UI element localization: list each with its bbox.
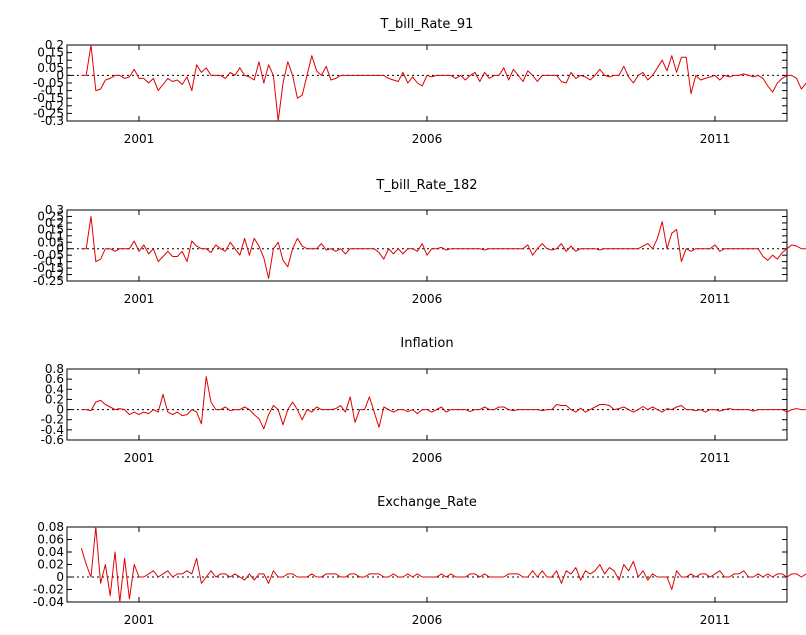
chart-title: T_bill_Rate_91 [380,17,474,32]
plot-frame [66,44,788,122]
y-tick-label: 0.1 [45,229,64,243]
y-tick-label: 0 [56,570,64,584]
y-tick-label: -0.25 [33,106,64,120]
plot-frame [66,526,788,603]
y-tick-label: 0.2 [45,38,64,52]
chart-panel-2: T_bill_Rate_1820.30.250.20.150.10.050-0.… [33,178,806,306]
x-tick-label: 2011 [700,292,731,306]
y-tick-label: 0.1 [45,53,64,67]
y-tick-label: 0.2 [45,216,64,230]
y-tick-label: -0.04 [33,595,64,609]
y-tick-label: 0.08 [37,520,64,534]
y-tick-label: 0 [56,403,64,417]
y-tick-label: 0.06 [37,533,64,547]
y-tick-label: 0.3 [45,203,64,217]
y-tick-label: 0.02 [37,558,64,572]
chart-title: T_bill_Rate_182 [375,178,477,193]
y-tick-label: -0.6 [41,433,64,447]
y-tick-label: 0.2 [45,392,64,406]
y-tick-label: -0.4 [41,423,64,437]
y-tick-label: -0.2 [41,268,64,282]
x-tick-label: 2001 [124,451,155,465]
y-tick-label: 0.04 [37,545,64,559]
y-tick-label: 0.15 [37,46,64,60]
y-tick-label: -0.3 [41,114,64,128]
y-tick-label: 0.05 [37,235,64,249]
x-tick-label: 2001 [124,132,155,146]
x-tick-label: 2001 [124,613,155,627]
y-tick-label: -0.1 [41,255,64,269]
x-tick-label: 2001 [124,292,155,306]
x-tick-label: 2006 [412,451,443,465]
series-line [81,376,806,430]
x-tick-label: 2006 [412,613,443,627]
y-tick-label: 0 [56,68,64,82]
y-tick-label: 0 [56,242,64,256]
y-tick-label: -0.25 [33,274,64,288]
y-tick-label: 0.25 [37,209,64,223]
x-tick-label: 2011 [700,132,731,146]
y-tick-label: -0.05 [33,76,64,90]
x-tick-label: 2006 [412,292,443,306]
chart-panel-1: T_bill_Rate_910.20.150.10.050-0.05-0.1-0… [33,17,806,146]
y-tick-label: -0.05 [33,248,64,262]
chart-panel-4: Exchange_Rate 0.080.060.040.020-0.02-0.04… [33,495,806,627]
plot-frame [66,368,788,441]
series-line [81,44,806,122]
y-tick-label: 0.6 [45,372,64,386]
y-tick-label: -0.1 [41,84,64,98]
y-tick-label: -0.15 [33,261,64,275]
y-tick-label: -0.2 [41,99,64,113]
x-tick-label: 2006 [412,132,443,146]
y-tick-label: 0.15 [37,222,64,236]
y-tick-label: -0.02 [33,583,64,597]
series-line [81,216,806,279]
x-tick-label: 2011 [700,451,731,465]
y-tick-label: 0.4 [45,382,64,396]
chart-panel-3: Inflation 0.80.60.40.20-0.2-0.4-0.6 2001 20… [41,336,806,465]
chart-title: Inflation [400,336,453,351]
x-tick-label: 2011 [700,613,731,627]
y-tick-label: -0.2 [41,413,64,427]
y-tick-label: 0.8 [45,362,64,376]
y-tick-label: -0.15 [33,91,64,105]
y-tick-label: 0.05 [37,61,64,75]
chart-title: Exchange_Rate [377,495,477,510]
series-line [80,526,806,603]
